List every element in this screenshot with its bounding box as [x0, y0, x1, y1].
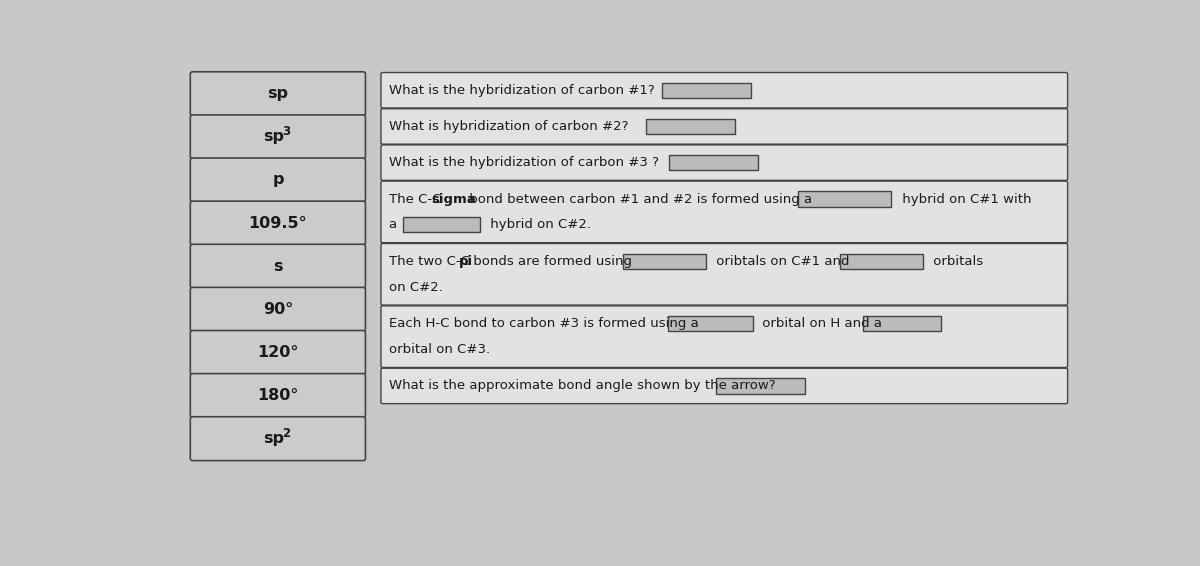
FancyBboxPatch shape	[380, 181, 1068, 243]
Text: orbitals: orbitals	[929, 255, 983, 268]
Text: hybrid on C#1 with: hybrid on C#1 with	[898, 192, 1031, 205]
FancyBboxPatch shape	[191, 245, 366, 288]
Bar	[667, 316, 752, 332]
FancyBboxPatch shape	[191, 72, 366, 115]
Text: What is the hybridization of carbon #1?: What is the hybridization of carbon #1?	[389, 84, 654, 97]
Text: sp: sp	[268, 86, 288, 101]
Text: 109.5°: 109.5°	[248, 216, 307, 230]
Bar	[670, 155, 758, 170]
FancyBboxPatch shape	[380, 109, 1068, 144]
Text: sp: sp	[264, 130, 284, 144]
Text: bond between carbon #1 and #2 is formed using a: bond between carbon #1 and #2 is formed …	[464, 192, 811, 205]
Text: sp: sp	[264, 431, 284, 446]
FancyBboxPatch shape	[380, 306, 1068, 367]
Bar	[840, 254, 924, 269]
Text: p: p	[272, 173, 283, 187]
Bar	[403, 217, 480, 233]
Bar	[646, 119, 736, 134]
FancyBboxPatch shape	[191, 158, 366, 202]
Text: The C-C: The C-C	[389, 192, 445, 205]
Text: 2: 2	[282, 427, 290, 440]
Text: 90°: 90°	[263, 302, 293, 317]
FancyBboxPatch shape	[191, 417, 366, 461]
Text: a: a	[389, 218, 397, 231]
FancyBboxPatch shape	[191, 115, 366, 159]
Text: 180°: 180°	[257, 388, 299, 403]
Bar	[798, 191, 890, 207]
FancyBboxPatch shape	[191, 288, 366, 331]
Text: oribtals on C#1 and: oribtals on C#1 and	[712, 255, 850, 268]
Text: 3: 3	[282, 125, 290, 138]
FancyBboxPatch shape	[380, 145, 1068, 181]
Text: What is the hybridization of carbon #3 ?: What is the hybridization of carbon #3 ?	[389, 156, 659, 169]
FancyBboxPatch shape	[380, 243, 1068, 305]
Text: pi: pi	[458, 255, 473, 268]
Text: hybrid on C#2.: hybrid on C#2.	[486, 218, 590, 231]
FancyBboxPatch shape	[191, 201, 366, 245]
Bar	[715, 378, 805, 393]
Text: What is hybridization of carbon #2?: What is hybridization of carbon #2?	[389, 120, 629, 133]
Text: sigma: sigma	[431, 192, 476, 205]
FancyBboxPatch shape	[380, 368, 1068, 404]
FancyBboxPatch shape	[380, 72, 1068, 108]
Text: bonds are formed using: bonds are formed using	[469, 255, 632, 268]
Text: on C#2.: on C#2.	[389, 281, 443, 294]
FancyBboxPatch shape	[191, 374, 366, 418]
Text: orbital on C#3.: orbital on C#3.	[389, 343, 490, 356]
FancyBboxPatch shape	[191, 331, 366, 374]
Text: orbital on H and a: orbital on H and a	[757, 318, 882, 331]
Text: Each H-C bond to carbon #3 is formed using a: Each H-C bond to carbon #3 is formed usi…	[389, 318, 698, 331]
Bar	[661, 83, 751, 98]
Bar	[623, 254, 707, 269]
Bar	[863, 316, 941, 332]
Text: The two C-C: The two C-C	[389, 255, 474, 268]
Text: 120°: 120°	[257, 345, 299, 360]
Text: s: s	[274, 259, 283, 274]
Text: What is the approximate bond angle shown by the arrow?: What is the approximate bond angle shown…	[389, 379, 775, 392]
